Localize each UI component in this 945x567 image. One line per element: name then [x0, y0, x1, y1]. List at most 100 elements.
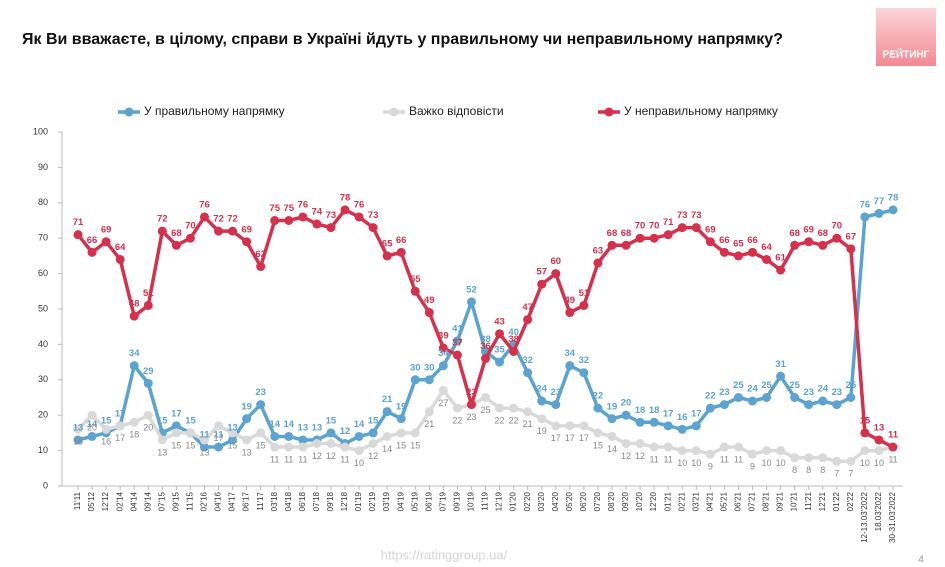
point: [368, 439, 378, 449]
point: [649, 233, 659, 243]
page-number: 4: [918, 555, 924, 566]
legend-marker: [389, 107, 399, 117]
point: [73, 230, 83, 240]
value-label: 10: [776, 458, 786, 468]
value-label: 36: [480, 341, 491, 352]
value-label: 51: [143, 288, 154, 299]
point: [509, 403, 519, 413]
value-label: 35: [494, 345, 505, 356]
point: [691, 446, 701, 456]
value-label: 17: [565, 433, 575, 443]
point: [804, 400, 814, 410]
point: [298, 435, 308, 445]
point: [705, 237, 715, 247]
point: [537, 414, 547, 424]
point: [719, 247, 729, 257]
value-label: 48: [129, 299, 140, 310]
value-label: 22: [593, 391, 604, 402]
point: [199, 442, 209, 452]
value-label: 11: [649, 454, 658, 464]
x-tick-label: 11'11: [73, 491, 82, 510]
x-tick-label: 03'21: [691, 491, 700, 511]
value-label: 10: [860, 458, 870, 468]
point: [747, 449, 757, 459]
point: [424, 308, 434, 318]
value-label: 61: [775, 253, 786, 264]
point: [115, 254, 125, 264]
point: [691, 223, 701, 233]
value-label: 11: [298, 454, 307, 464]
point: [663, 421, 673, 431]
value-label: 68: [789, 228, 800, 239]
point: [495, 329, 505, 339]
x-tick-label: 04'17: [228, 491, 237, 511]
x-tick-label: 09'19: [453, 491, 462, 511]
x-tick-label: 05'21: [719, 491, 728, 511]
value-label: 22: [495, 415, 505, 425]
point: [396, 247, 406, 257]
point: [719, 400, 729, 410]
x-tick-label: 05'20: [565, 491, 574, 511]
value-label: 75: [283, 203, 294, 214]
x-tick-label: 06'20: [579, 491, 588, 511]
point: [424, 407, 434, 417]
value-label: 38: [480, 334, 491, 345]
value-label: 73: [677, 210, 688, 221]
value-label: 11: [284, 454, 293, 464]
value-label: 16: [73, 437, 83, 447]
value-label: 68: [607, 228, 618, 239]
value-label: 66: [719, 235, 730, 246]
y-tick-label: 70: [38, 233, 48, 243]
y-tick-label: 90: [38, 162, 48, 172]
y-tick-label: 20: [38, 410, 48, 420]
x-tick-label: 05'12: [87, 491, 96, 511]
point: [256, 262, 266, 272]
point: [87, 247, 97, 257]
point: [284, 442, 294, 452]
value-label: 57: [536, 267, 547, 278]
y-tick-label: 30: [38, 374, 48, 384]
value-label: 15: [185, 415, 196, 426]
point: [607, 240, 617, 250]
x-tick-label: 10'21: [790, 491, 799, 511]
point: [143, 300, 153, 310]
value-label: 72: [227, 214, 238, 225]
value-label: 64: [761, 242, 772, 253]
value-label: 64: [115, 242, 126, 253]
point: [326, 439, 336, 449]
point: [242, 237, 252, 247]
point: [537, 396, 547, 406]
value-label: 24: [817, 384, 828, 395]
value-label: 55: [410, 274, 421, 285]
value-label: 17: [214, 433, 224, 443]
point: [312, 439, 322, 449]
x-tick-label: 09'21: [776, 491, 785, 511]
value-label: 70: [635, 221, 646, 232]
value-label: 7: [848, 469, 853, 479]
value-label: 12: [326, 451, 336, 461]
value-label: 69: [241, 224, 252, 235]
point: [410, 375, 420, 385]
value-label: 8: [806, 465, 811, 475]
value-label: 18: [635, 405, 646, 416]
point: [410, 428, 420, 438]
x-tick-label: 04'14: [129, 491, 138, 511]
point: [747, 247, 757, 257]
x-tick-label: 12'19: [495, 491, 504, 511]
value-label: 17: [663, 408, 674, 419]
value-label: 17: [579, 433, 589, 443]
value-label: 12: [635, 451, 645, 461]
point: [565, 361, 575, 371]
value-label: 13: [227, 422, 238, 433]
point: [326, 223, 336, 233]
value-label: 34: [565, 348, 576, 359]
point: [607, 414, 617, 424]
point: [73, 435, 83, 445]
value-label: 22: [705, 391, 716, 402]
value-label: 74: [312, 207, 323, 218]
point: [579, 368, 589, 378]
point: [143, 410, 153, 420]
value-label: 68: [171, 228, 182, 239]
point: [846, 244, 856, 254]
x-tick-label: 12'21: [818, 491, 827, 511]
